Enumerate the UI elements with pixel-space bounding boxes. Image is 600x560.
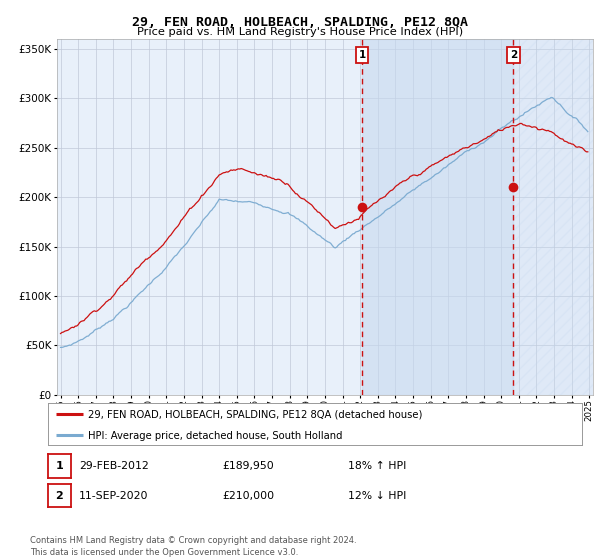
Text: 11-SEP-2020: 11-SEP-2020 <box>79 491 149 501</box>
Text: 1: 1 <box>56 461 63 471</box>
Text: Price paid vs. HM Land Registry's House Price Index (HPI): Price paid vs. HM Land Registry's House … <box>137 27 463 38</box>
Text: 18% ↑ HPI: 18% ↑ HPI <box>348 461 406 471</box>
Text: £189,950: £189,950 <box>222 461 274 471</box>
Text: 29, FEN ROAD, HOLBEACH, SPALDING, PE12 8QA (detached house): 29, FEN ROAD, HOLBEACH, SPALDING, PE12 8… <box>88 409 422 419</box>
Text: Contains HM Land Registry data © Crown copyright and database right 2024.
This d: Contains HM Land Registry data © Crown c… <box>30 536 356 557</box>
Text: 12% ↓ HPI: 12% ↓ HPI <box>348 491 406 501</box>
Text: 1: 1 <box>359 50 366 60</box>
Text: £210,000: £210,000 <box>222 491 274 501</box>
Bar <box>514 39 598 395</box>
Text: 29, FEN ROAD, HOLBEACH, SPALDING, PE12 8QA: 29, FEN ROAD, HOLBEACH, SPALDING, PE12 8… <box>132 16 468 29</box>
Bar <box>362 39 514 395</box>
Text: 29-FEB-2012: 29-FEB-2012 <box>79 461 149 471</box>
Text: HPI: Average price, detached house, South Holland: HPI: Average price, detached house, Sout… <box>88 431 343 441</box>
Text: 2: 2 <box>56 491 63 501</box>
Text: 2: 2 <box>510 50 517 60</box>
